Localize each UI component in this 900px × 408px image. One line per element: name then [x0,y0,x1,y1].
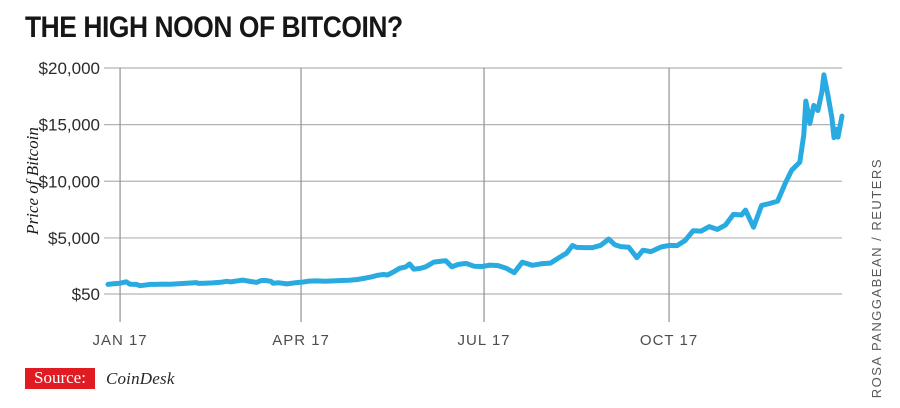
x-tick-label: JUL 17 [458,332,511,349]
source-name: CoinDesk [105,368,175,388]
page-title: THE HIGH NOON OF BITCOIN? [25,11,403,44]
x-tick-label: JAN 17 [92,332,147,349]
photo-credit: ROSA PANGGABEAN / REUTERS [869,157,884,398]
source-badge: Source: [25,368,95,389]
y-tick-label: $10,000 [39,172,100,191]
y-axis-label: Price of Bitcoin [23,127,42,235]
source-row: Source: CoinDesk [25,368,175,389]
x-tick-label: APR 17 [272,332,330,349]
price-line [105,72,845,289]
x-tick-label: OCT 17 [640,332,698,349]
y-tick-label: $20,000 [39,59,100,78]
y-tick-label: $15,000 [39,116,100,135]
y-tick-label: $50 [72,285,100,304]
y-tick-label: $5,000 [48,229,100,248]
